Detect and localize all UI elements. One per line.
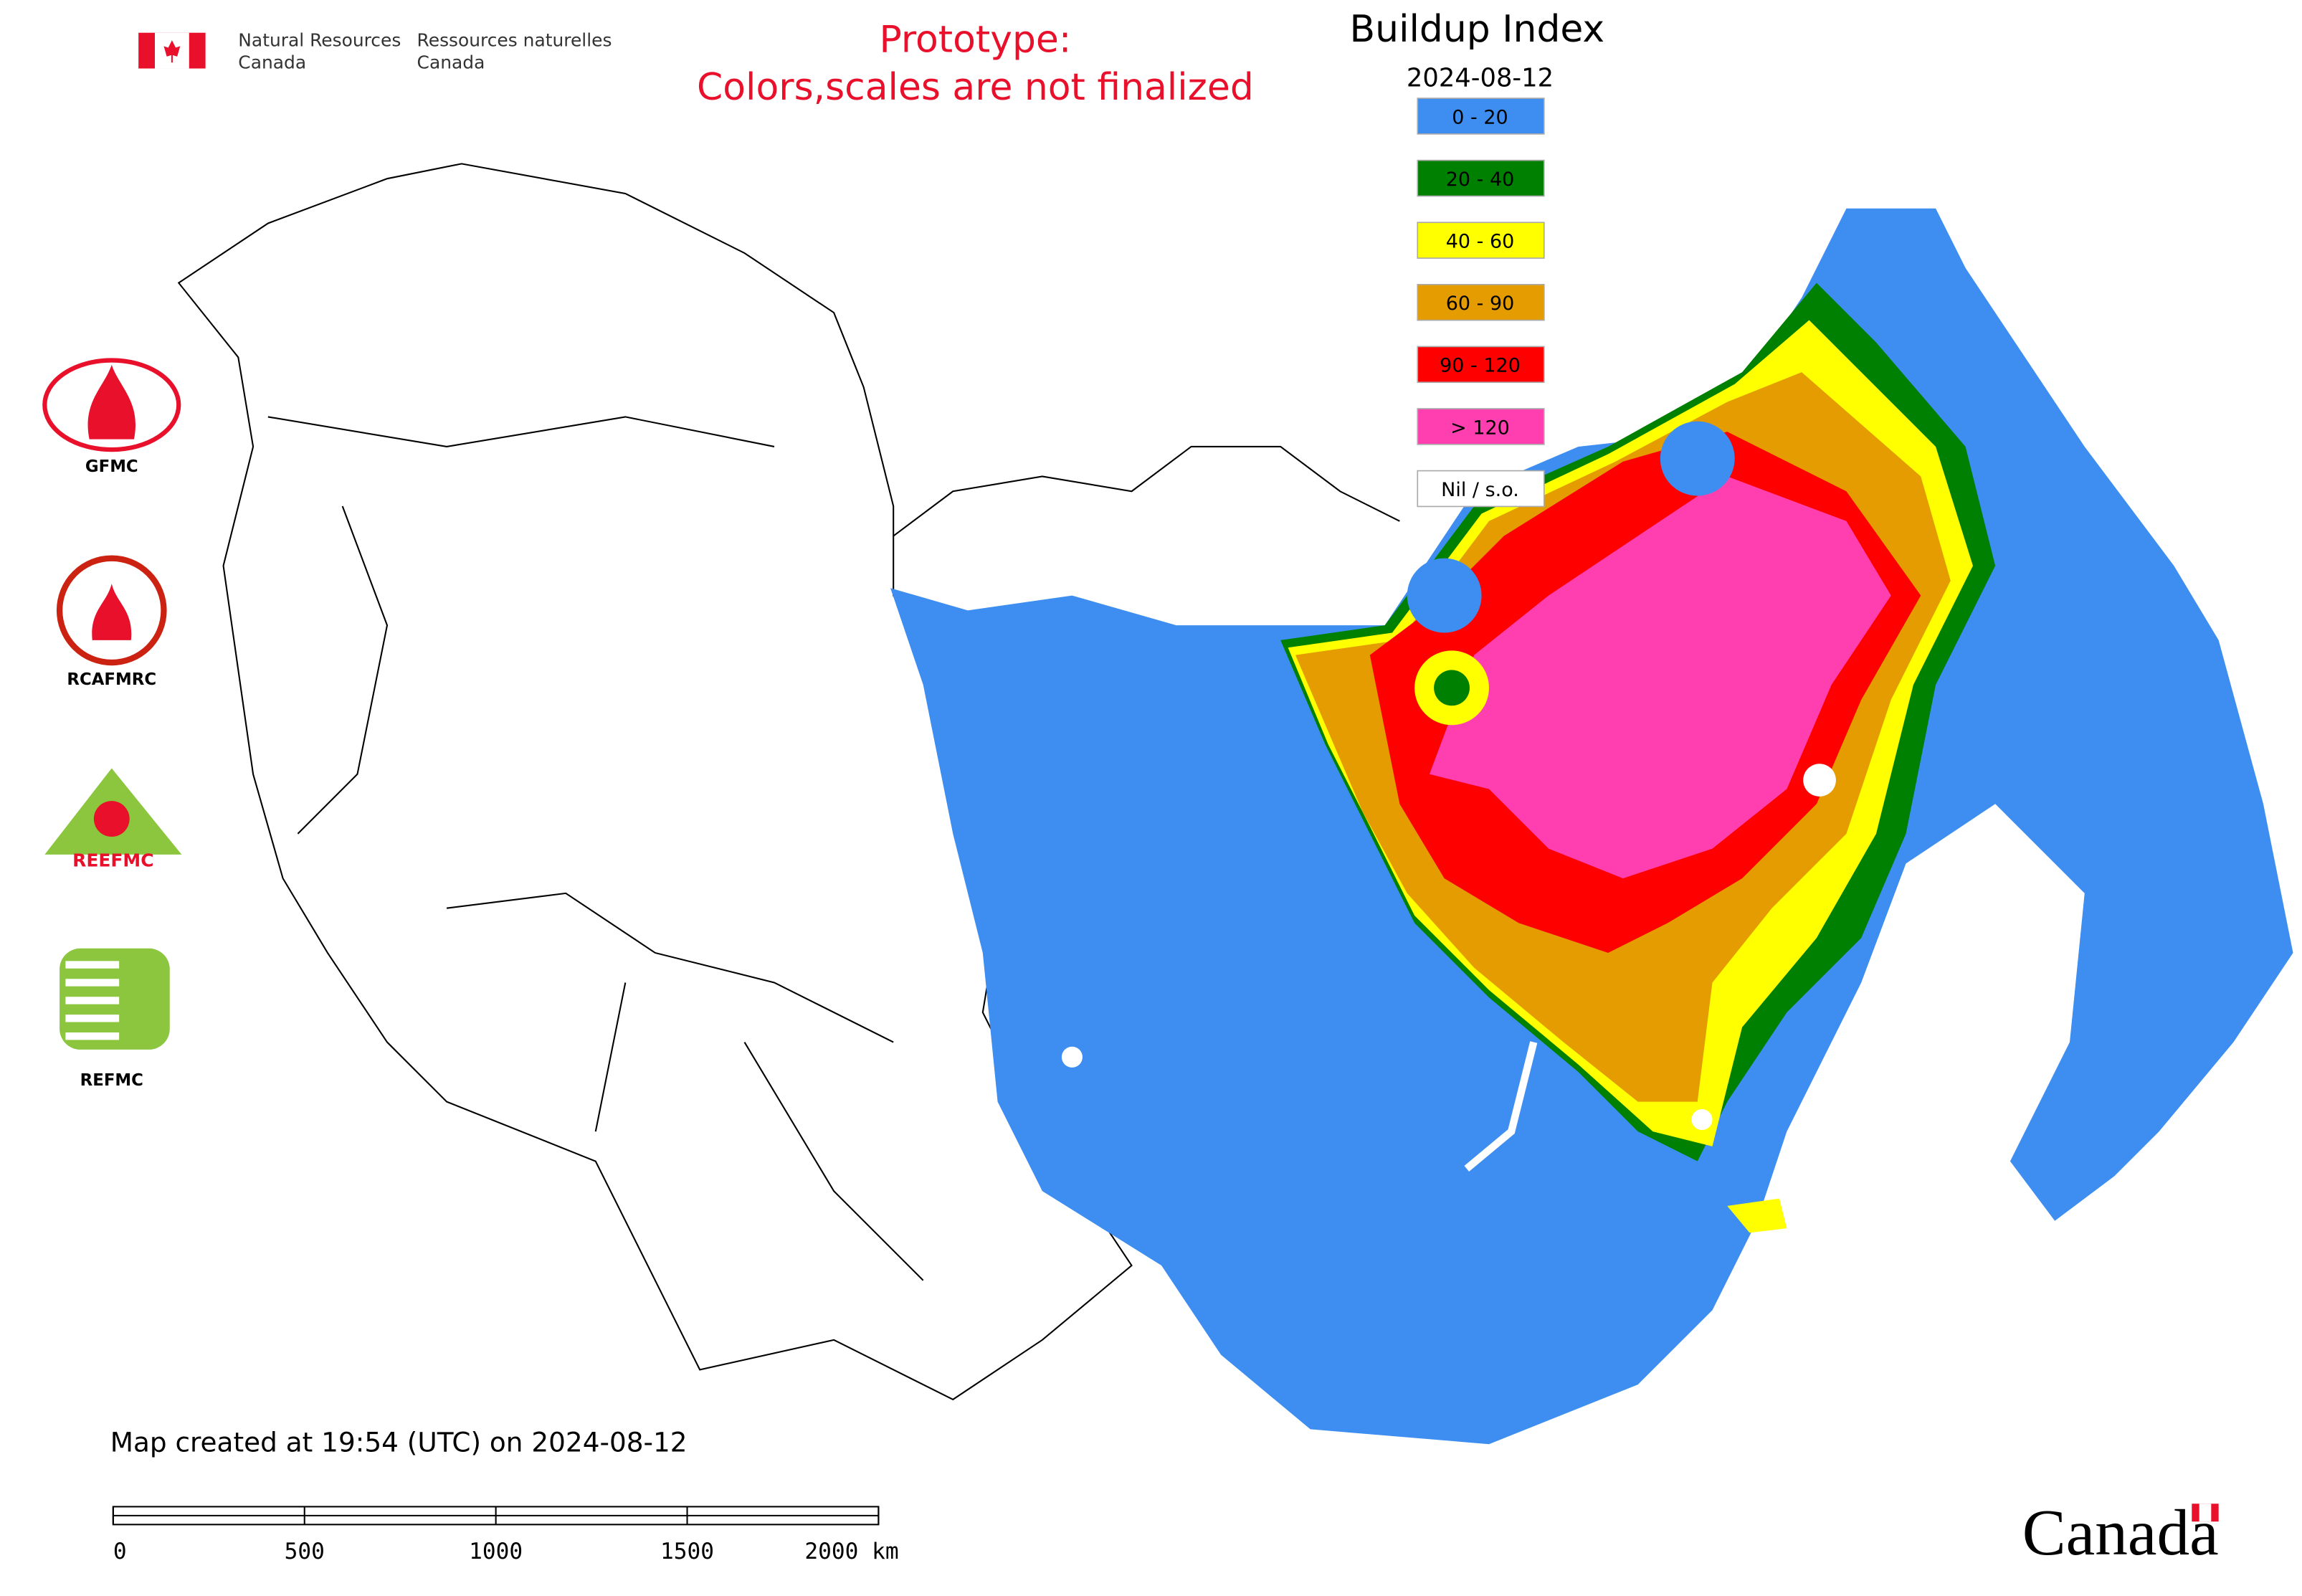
dept-fr: Canada — [417, 52, 485, 73]
dept-en: Canada — [238, 52, 306, 73]
legend-label: 0 - 20 — [1452, 106, 1508, 128]
dept-fr: Ressources naturelles — [417, 29, 612, 50]
map-created: Map created at 19:54 (UTC) on 2024-08-12 — [110, 1427, 688, 1458]
logo-label: REFMC — [80, 1071, 143, 1090]
notice: Colors,scales are not finalized — [697, 66, 1254, 109]
scale-label: 0 — [113, 1539, 127, 1564]
notice: Prototype: — [879, 19, 1071, 62]
legend-swatch — [1417, 470, 1545, 508]
index-area — [1727, 1198, 1787, 1233]
scale-label: 1500 — [660, 1539, 714, 1564]
logo-text: REEFMC — [72, 850, 153, 871]
index-area — [1660, 421, 1735, 496]
legend-label: 40 - 60 — [1446, 231, 1515, 253]
legend-label: > 120 — [1450, 417, 1510, 439]
base-outline — [177, 163, 1400, 1401]
logo-label: GFMC — [85, 457, 138, 476]
wordmark: Canada — [2022, 1496, 2219, 1569]
legend-label: 20 - 40 — [1446, 168, 1515, 191]
dept-en: Natural Resources — [238, 29, 401, 50]
legend-label: 90 - 120 — [1440, 355, 1521, 377]
scale-label: 2000 km — [804, 1539, 898, 1564]
logos: GFMC RCAFMRC REEFMC REFMC — [42, 358, 182, 1090]
wordmark-flag — [2192, 1504, 2219, 1522]
index-area — [1434, 670, 1470, 706]
index-field — [890, 208, 2293, 1445]
scale-label: 500 — [285, 1539, 325, 1564]
legend-swatch — [1417, 222, 1545, 259]
legend-label: 60 - 90 — [1446, 293, 1515, 315]
index-area — [1407, 558, 1482, 633]
legend: 0 - 20 20 - 40 40 - 60 60 - 90 90 - 120 > 120… — [1417, 98, 1545, 508]
legend-swatch — [1417, 283, 1545, 321]
flag — [138, 32, 206, 69]
scale-bar: 0 500 1000 1500 2000 km — [112, 1506, 899, 1564]
logo-label: RCAFMRC — [67, 670, 156, 689]
legend-date: 2024-08-12 — [1407, 63, 1554, 92]
legend-swatch — [1417, 98, 1545, 135]
legend-swatch — [1417, 408, 1545, 445]
index-area — [1429, 476, 1891, 879]
legend-title: Buildup Index — [1350, 8, 1605, 51]
scale-label: 1000 — [469, 1539, 523, 1564]
legend-swatch — [1417, 159, 1545, 197]
legend-swatch — [1417, 346, 1545, 384]
legend-label: Nil / s.o. — [1441, 479, 1519, 501]
